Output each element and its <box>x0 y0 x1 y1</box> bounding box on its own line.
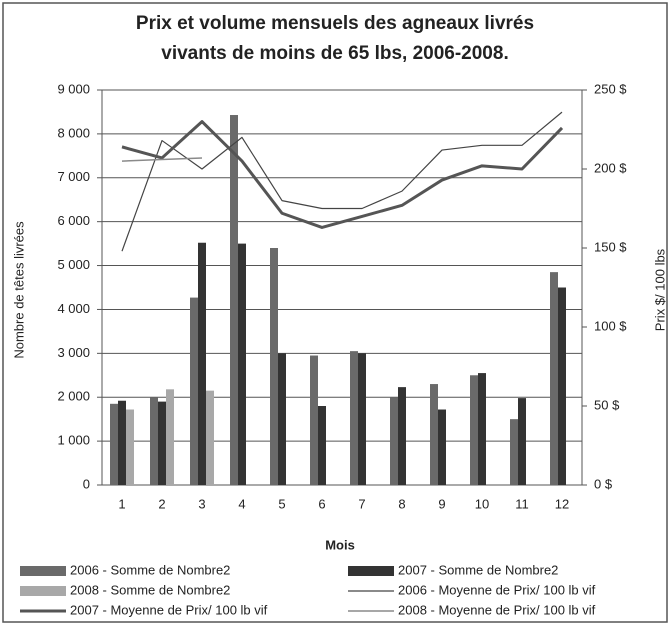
legend-swatch <box>20 586 66 596</box>
x-tick-label: 5 <box>278 496 285 511</box>
y-tick-label: 1 000 <box>57 433 90 448</box>
chart-title: Prix et volume mensuels des agneaux livr… <box>136 13 534 34</box>
y-axis-label: Nombre de têtes livrées <box>11 221 26 359</box>
bar <box>510 419 518 485</box>
bar <box>278 353 286 485</box>
x-tick-label: 12 <box>555 496 569 511</box>
bar <box>358 353 366 485</box>
y-tick-label: 6 000 <box>57 213 90 228</box>
bar <box>190 297 198 485</box>
bar <box>310 355 318 485</box>
bar <box>350 351 358 485</box>
bar <box>270 248 278 485</box>
bar <box>198 242 206 485</box>
bar <box>390 397 398 485</box>
legend-swatch <box>20 566 66 576</box>
y2-tick-label: 0 $ <box>594 476 613 491</box>
x-tick-label: 3 <box>198 496 205 511</box>
legend-swatch <box>348 566 394 576</box>
legend-label: 2008 - Moyenne de Prix/ 100 lb vif <box>398 602 596 617</box>
legend-label: 2008 - Somme de Nombre2 <box>70 582 230 597</box>
bar <box>558 287 566 485</box>
line <box>121 157 203 162</box>
y-tick-label: 9 000 <box>57 81 90 96</box>
bar <box>438 409 446 485</box>
x-tick-label: 7 <box>358 496 365 511</box>
bar <box>398 387 406 485</box>
y-tick-label: 4 000 <box>57 301 90 316</box>
bar <box>470 375 478 485</box>
y-tick-label: 2 000 <box>57 389 90 404</box>
x-tick-label: 4 <box>238 496 245 511</box>
bar <box>478 373 486 485</box>
bar <box>230 115 238 486</box>
x-tick-label: 11 <box>515 496 529 511</box>
line <box>121 111 563 252</box>
y2-tick-label: 100 $ <box>594 318 627 333</box>
x-axis-label: Mois <box>325 537 355 552</box>
bar <box>166 389 174 485</box>
legend-label: 2006 - Moyenne de Prix/ 100 lb vif <box>398 582 596 597</box>
bar <box>118 400 126 485</box>
y2-tick-label: 50 $ <box>594 397 620 412</box>
y-tick-label: 5 000 <box>57 257 90 272</box>
y-tick-label: 0 <box>83 476 90 491</box>
y2-tick-label: 250 $ <box>594 81 627 96</box>
legend-label: 2006 - Somme de Nombre2 <box>70 562 230 577</box>
y2-tick-label: 200 $ <box>594 160 627 175</box>
x-tick-label: 10 <box>475 496 489 511</box>
x-tick-label: 1 <box>118 496 125 511</box>
x-tick-label: 8 <box>398 496 405 511</box>
bar <box>150 397 158 485</box>
bar <box>206 390 214 485</box>
y-tick-label: 8 000 <box>57 125 90 140</box>
bar <box>518 398 526 485</box>
y-tick-label: 3 000 <box>57 345 90 360</box>
bar <box>550 272 558 485</box>
bar <box>318 406 326 485</box>
bar <box>158 401 166 485</box>
bar <box>110 403 118 485</box>
bar <box>126 409 134 485</box>
x-tick-label: 2 <box>158 496 165 511</box>
legend-label: 2007 - Moyenne de Prix/ 100 lb vif <box>70 602 268 617</box>
y2-axis-label: Prix $/ 100 lbs <box>652 248 667 331</box>
chart-subtitle: vivants de moins de 65 lbs, 2006-2008. <box>161 43 508 64</box>
legend-label: 2007 - Somme de Nombre2 <box>398 562 558 577</box>
bar <box>430 384 438 485</box>
x-tick-label: 9 <box>438 496 445 511</box>
x-tick-label: 6 <box>318 496 325 511</box>
bar <box>238 243 246 485</box>
y-tick-label: 7 000 <box>57 169 90 184</box>
line <box>121 120 564 229</box>
y2-tick-label: 150 $ <box>594 239 627 254</box>
